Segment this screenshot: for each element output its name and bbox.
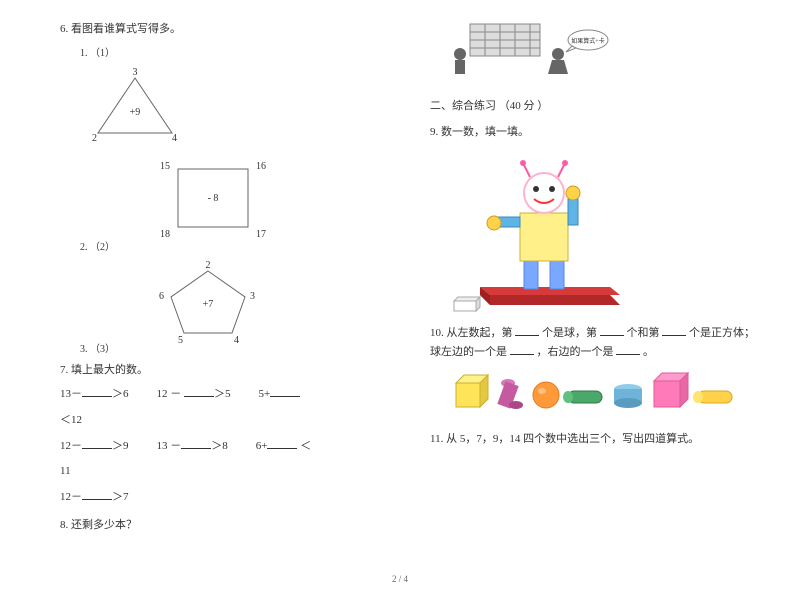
q8-title: 8. 还剩多少本？ (60, 516, 390, 532)
sq-tl: 15 (160, 161, 170, 172)
q7-r2c2: 13 －＞8 (157, 437, 228, 457)
sq-tr: 16 (256, 161, 266, 172)
q10-e: ，右边的一个是 (537, 346, 617, 358)
q10-a: 10. 从左数起，第 (430, 327, 515, 339)
pent-top: 2 (206, 260, 211, 271)
q7-r2-cont: 11 (60, 462, 390, 482)
q9-robot (450, 147, 760, 320)
pent-bl: 5 (178, 335, 183, 346)
pent-center: +7 (203, 299, 214, 310)
q7-r2c1: 12－＞9 (60, 437, 129, 457)
q6-sub1: 1. （1） (80, 44, 390, 59)
q6-fig-square: 15 16 18 17 - 8 (150, 155, 390, 248)
q11-title: 11. 从 5，7，9，14 四个数中选出三个，写出四道算式。 (430, 430, 760, 446)
q6-title: 6. 看图看谁算式写得多。 (60, 20, 390, 36)
top-illustration: 如果算式+卡 (440, 20, 760, 83)
q7-row1: 13－＞6 12 － ＞5 5+ (60, 385, 390, 405)
tri-top: 3 (133, 67, 138, 78)
pent-left: 6 (159, 291, 164, 302)
q9-title: 9. 数一数，填一填。 (430, 123, 760, 139)
sq-center: - 8 (208, 193, 219, 204)
q7-r1c1: 13－＞6 (60, 385, 129, 405)
pent-br: 4 (234, 335, 239, 346)
q10-text: 10. 从左数起，第 个是球，第 个和第 个是正方体；球左边的一个是 ，右边的一… (430, 324, 760, 361)
q6-fig-triangle: 3 2 4 +9 (80, 63, 390, 151)
q7-body: 13－＞6 12 － ＞5 5+ ＜12 12－＞9 13 －＞8 6+ ＜ 1… (60, 385, 390, 508)
q7-r3c1: 12－＞7 (60, 488, 129, 508)
q7-r2c3: 6+ ＜ (256, 437, 311, 457)
q7-title: 7. 填上最大的数。 (60, 361, 390, 377)
tri-center: +9 (130, 107, 141, 118)
page-number: 2 / 4 (0, 574, 800, 584)
pent-right: 3 (250, 291, 255, 302)
q7-row3: 12－＞7 (60, 488, 390, 508)
q10-f: 。 (643, 346, 654, 358)
q7-row2: 12－＞9 13 －＞8 6+ ＜ (60, 437, 390, 457)
q6-fig-pentagon: 2 3 4 5 6 +7 (150, 257, 390, 350)
q7-r1-cont: ＜12 (60, 411, 390, 431)
tri-left: 2 (92, 133, 97, 144)
q7-r1c2: 12 － ＞5 (157, 385, 231, 405)
sq-br: 17 (256, 229, 266, 240)
right-column: 如果算式+卡 二、综合练习 （40 分 ） 9. 数一数，填一填。 (410, 20, 760, 540)
q7-r1c3: 5+ (259, 385, 301, 405)
section-2-title: 二、综合练习 （40 分 ） (430, 97, 760, 113)
tri-right: 4 (172, 133, 177, 144)
sq-bl: 18 (160, 229, 170, 240)
speech-text: 如果算式+卡 (571, 37, 604, 45)
q10-b: 个是球，第 (542, 327, 600, 339)
q10-shapes (450, 369, 760, 420)
left-column: 6. 看图看谁算式写得多。 1. （1） 3 2 4 +9 15 16 18 1… (60, 20, 410, 540)
q10-c: 个和第 (627, 327, 663, 339)
